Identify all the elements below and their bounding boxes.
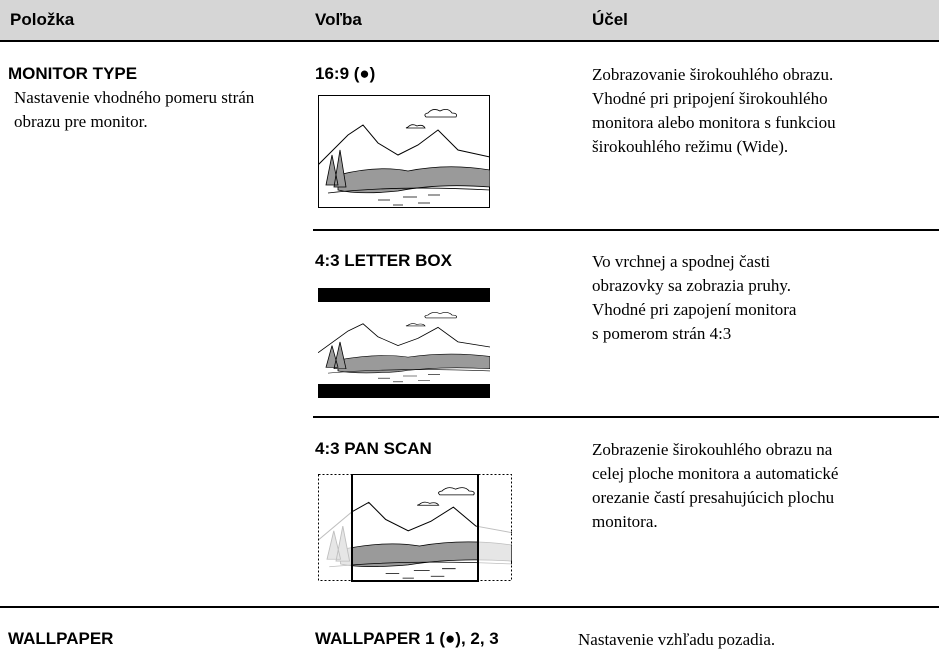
purpose-line: Vhodné pri zapojení monitora: [592, 300, 797, 319]
separator: [0, 606, 939, 608]
description-line: obrazu pre monitor.: [14, 112, 148, 131]
purpose-line: Zobrazovanie širokouhlého obrazu.: [592, 65, 834, 84]
illustration-letterbox: [318, 288, 490, 398]
header-bar: [0, 0, 939, 42]
purpose-line: celej ploche monitora a automatické: [592, 464, 839, 483]
option: 16:9 (●): [315, 64, 376, 83]
purpose-line: monitora alebo monitora s funkciou: [592, 113, 836, 132]
illustration-pan-scan: [318, 474, 512, 582]
purpose-line: širokouhlého režimu (Wide).: [592, 137, 789, 156]
separator: [313, 229, 939, 231]
option: 4:3 LETTER BOX: [315, 251, 452, 270]
option: WALLPAPER 1 (●), 2, 3: [315, 629, 499, 648]
separator: [313, 416, 939, 418]
item: WALLPAPER: [8, 629, 114, 648]
column-header: Položka: [10, 10, 75, 29]
purpose-line: obrazovky sa zobrazia pruhy.: [592, 276, 792, 295]
option: 4:3 PAN SCAN: [315, 439, 432, 458]
description-line: Nastavenie vhodného pomeru strán: [14, 88, 255, 107]
purpose-line: Nastavenie vzhľadu pozadia.: [578, 630, 776, 649]
illustration-16-9: [318, 95, 490, 208]
item: MONITOR TYPE: [8, 64, 138, 83]
column-header: Účel: [592, 10, 628, 29]
purpose-line: orezanie častí presahujúcich plochu: [592, 488, 835, 507]
purpose-line: Vhodné pri pripojení širokouhlého: [592, 89, 828, 108]
purpose-line: Zobrazenie širokouhlého obrazu na: [592, 440, 833, 459]
purpose-line: Vo vrchnej a spodnej časti: [592, 252, 771, 271]
purpose-line: s pomerom strán 4:3: [592, 324, 732, 343]
purpose-line: monitora.: [592, 512, 658, 531]
column-header: Voľba: [315, 10, 362, 29]
